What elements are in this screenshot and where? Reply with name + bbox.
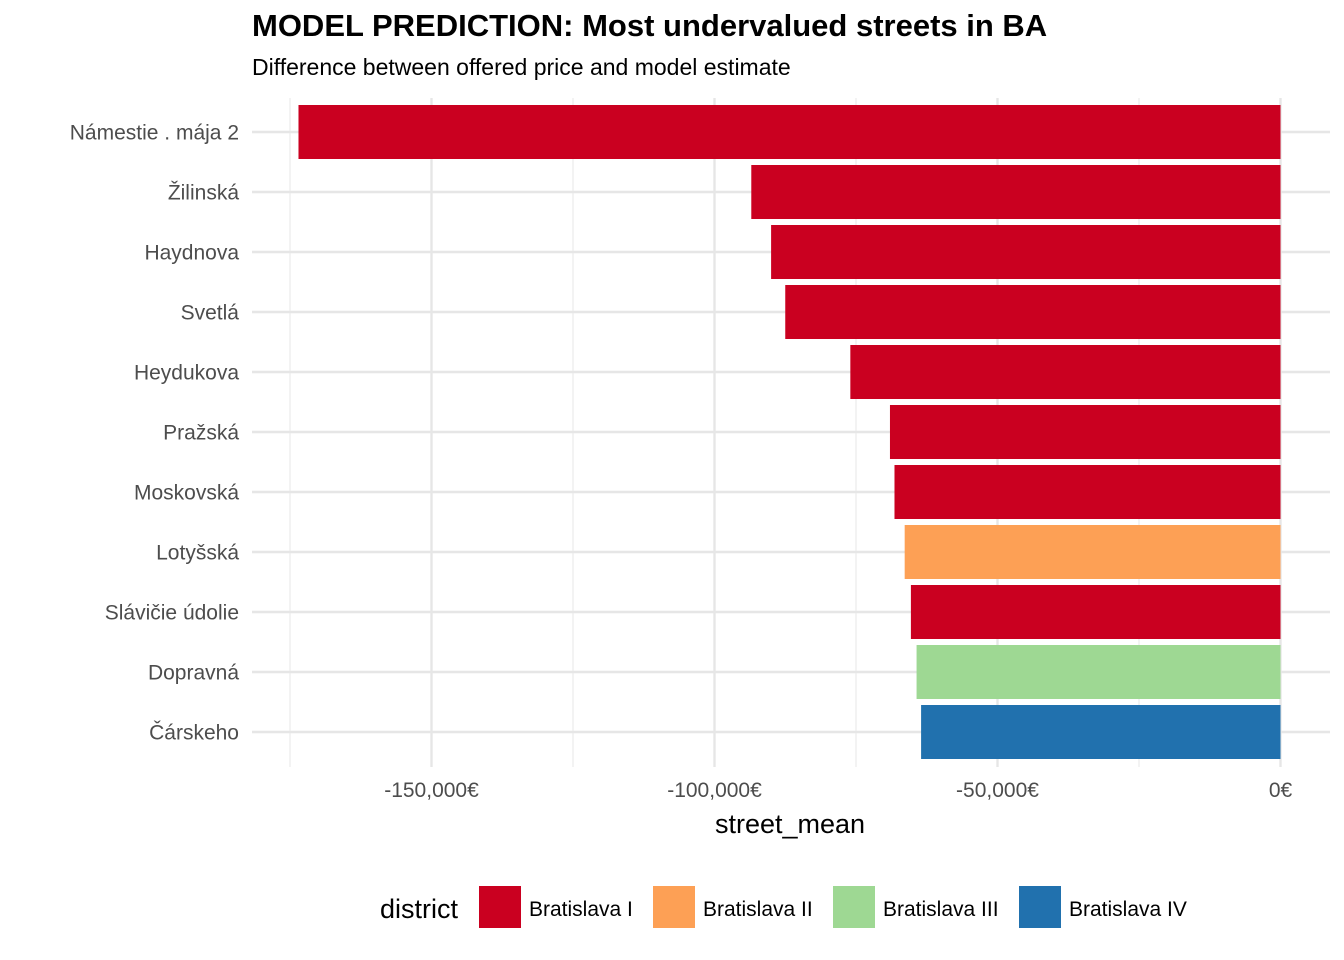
legend-key [833, 886, 875, 928]
bar [785, 285, 1281, 339]
chart-subtitle: Difference between offered price and mod… [252, 54, 791, 80]
category-label: Svetlá [181, 302, 240, 325]
bars [298, 105, 1281, 759]
category-label: Moskovská [134, 482, 239, 505]
bar [904, 525, 1281, 579]
legend-key [1019, 886, 1061, 928]
legend: district Bratislava I Bratislava II Bratis… [380, 886, 1187, 928]
x-tick-label: -150,000€ [384, 779, 479, 802]
bar [298, 105, 1281, 159]
category-label: Pražská [163, 422, 239, 445]
x-tick-label: 0€ [1269, 779, 1293, 802]
category-label: Slávičie údolie [105, 602, 239, 625]
category-label: Žilinská [168, 182, 240, 205]
x-tick-label: -100,000€ [667, 779, 762, 802]
bar [771, 225, 1281, 279]
chart-title: MODEL PREDICTION: Most undervalued stree… [252, 8, 1048, 43]
category-label: Námestie . mája 2 [70, 122, 239, 145]
category-label: Dopravná [148, 662, 239, 685]
bar [910, 585, 1281, 639]
legend-label: Bratislava II [703, 898, 813, 921]
bar [889, 405, 1281, 459]
category-label: Čárskeho [149, 722, 239, 745]
legend-key [479, 886, 521, 928]
legend-key [653, 886, 695, 928]
category-label: Heydukova [134, 362, 239, 385]
category-labels: Námestie . mája 2 Žilinská Haydnova Svetlá H… [70, 122, 240, 745]
legend-label: Bratislava III [883, 898, 999, 921]
bar [921, 705, 1281, 759]
legend-title: district [380, 894, 459, 924]
bar [751, 165, 1281, 219]
x-axis-title: street_mean [715, 809, 865, 839]
x-tick-labels: -150,000€ -100,000€ -50,000€ 0€ [384, 779, 1292, 802]
bar [916, 645, 1281, 699]
category-label: Lotyšská [156, 542, 239, 565]
legend-label: Bratislava IV [1069, 898, 1187, 921]
category-label: Haydnova [144, 242, 239, 265]
x-tick-label: -50,000€ [956, 779, 1039, 802]
legend-label: Bratislava I [529, 898, 633, 921]
bar [894, 465, 1281, 519]
bar [850, 345, 1281, 399]
